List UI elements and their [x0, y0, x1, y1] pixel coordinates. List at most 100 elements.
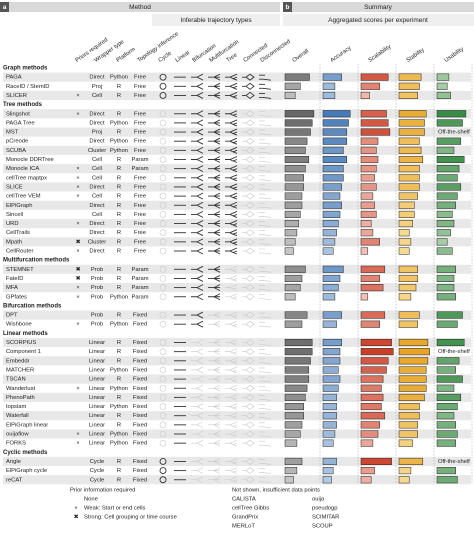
- trajectory-type: [208, 238, 221, 246]
- score-bar: [398, 229, 410, 237]
- topology: Free: [134, 148, 146, 154]
- trajectory-type: [191, 375, 204, 383]
- trajectory-type: [191, 311, 204, 319]
- trajectory-type: [159, 165, 167, 172]
- trajectory-type: [259, 148, 272, 154]
- trajectory-type: [159, 366, 167, 374]
- score-bar: [436, 210, 453, 218]
- trajectory-type: [159, 220, 167, 227]
- legend-label: Weak: Start or end cells: [84, 506, 146, 512]
- score-bar: [284, 229, 298, 237]
- platform: R: [117, 313, 121, 319]
- trajectory-type: [159, 357, 167, 365]
- score-bar: [436, 247, 453, 255]
- score-bar: [360, 357, 389, 365]
- trajectory-type: [191, 110, 204, 118]
- score-bar: [322, 476, 332, 484]
- score-bar: [284, 366, 310, 374]
- column-header: Usability: [444, 46, 465, 64]
- method-name: PAGA Tree: [6, 120, 35, 126]
- score-bar: [436, 412, 455, 420]
- score-bar: [284, 265, 306, 273]
- column-header: Platform: [116, 47, 137, 64]
- score-bar: [322, 238, 336, 246]
- wrapper: Direct: [89, 139, 105, 145]
- score-bar: [360, 146, 377, 154]
- score-bar: [360, 247, 369, 255]
- score-bar: [284, 247, 294, 255]
- wrapper: Cluster: [88, 239, 106, 245]
- score-bar: [436, 357, 460, 365]
- trajectory-type: [208, 146, 221, 154]
- topology: Free: [134, 203, 146, 209]
- prior: ✖: [76, 275, 81, 282]
- score-bar: [398, 366, 427, 374]
- wrapper: Prob: [91, 322, 103, 328]
- score-bar: [322, 128, 348, 136]
- trajectory-type: [191, 238, 204, 246]
- wrapper: Linear: [89, 386, 105, 392]
- row-stripe: [3, 145, 471, 155]
- topology: Fixed: [133, 468, 147, 474]
- trajectory-type: [208, 183, 221, 191]
- trajectory-type: [225, 467, 238, 474]
- score-bar: [436, 201, 456, 209]
- wrapper: Cell: [92, 93, 102, 99]
- trajectory-type: [159, 92, 167, 99]
- score-bar: [360, 311, 386, 319]
- score-bar: [360, 467, 375, 475]
- score-bar: [398, 137, 420, 145]
- trajectory-type: [159, 311, 167, 319]
- trajectory-type: [208, 293, 221, 301]
- trajectory-type: [242, 201, 255, 209]
- score-bar: [436, 183, 462, 191]
- trajectory-type: [208, 311, 221, 319]
- trajectory-type: [225, 348, 238, 355]
- topology: Param: [131, 276, 148, 282]
- score-bar: [322, 82, 336, 90]
- method-name: MST: [6, 130, 19, 136]
- wrapper: Linear: [89, 404, 105, 410]
- score-bar: [436, 119, 463, 127]
- trajectory-type: [208, 384, 221, 392]
- trajectory-type: [208, 265, 221, 273]
- panel-label: b: [286, 4, 290, 11]
- score-bar: [322, 110, 351, 118]
- topology: Fixed: [133, 313, 147, 319]
- topology: Free: [134, 75, 146, 81]
- trajectory-type: [259, 422, 272, 429]
- score-bar: [436, 338, 465, 347]
- trajectory-type: [208, 467, 221, 474]
- method-name: CellRouter: [6, 249, 33, 255]
- trajectory-type: [191, 192, 204, 200]
- trajectory-type: [225, 421, 238, 429]
- score-bar: [322, 293, 336, 301]
- topology: Param: [131, 294, 148, 300]
- score-bar: [284, 155, 310, 164]
- platform: R: [117, 395, 121, 401]
- method-name: CellTrails: [6, 230, 30, 236]
- trajectory-type: [159, 430, 167, 438]
- score-bar: [360, 155, 379, 164]
- trajectory-type: [225, 458, 238, 465]
- wrapper: Prob: [91, 294, 103, 300]
- trajectory-type: [191, 467, 204, 474]
- trajectory-type: [225, 430, 238, 438]
- score-bar: [436, 137, 462, 145]
- trajectory-type: [225, 284, 238, 291]
- trajectory-type: [159, 412, 167, 419]
- score-bar: [398, 403, 420, 411]
- trajectory-type: [191, 119, 204, 127]
- platform: R: [117, 84, 121, 90]
- trajectory-type: [225, 201, 238, 209]
- wrapper: Cell: [92, 157, 102, 163]
- trajectory-type: [191, 220, 204, 227]
- score-bar: [360, 338, 392, 347]
- trajectory-type: [242, 412, 255, 420]
- method-name: ElPiGraph: [6, 203, 32, 209]
- prior: ×: [76, 111, 79, 117]
- trajectory-type: [225, 394, 238, 401]
- score-bar: [436, 421, 456, 429]
- prior: ×: [76, 184, 79, 190]
- trajectory-type: [225, 357, 238, 365]
